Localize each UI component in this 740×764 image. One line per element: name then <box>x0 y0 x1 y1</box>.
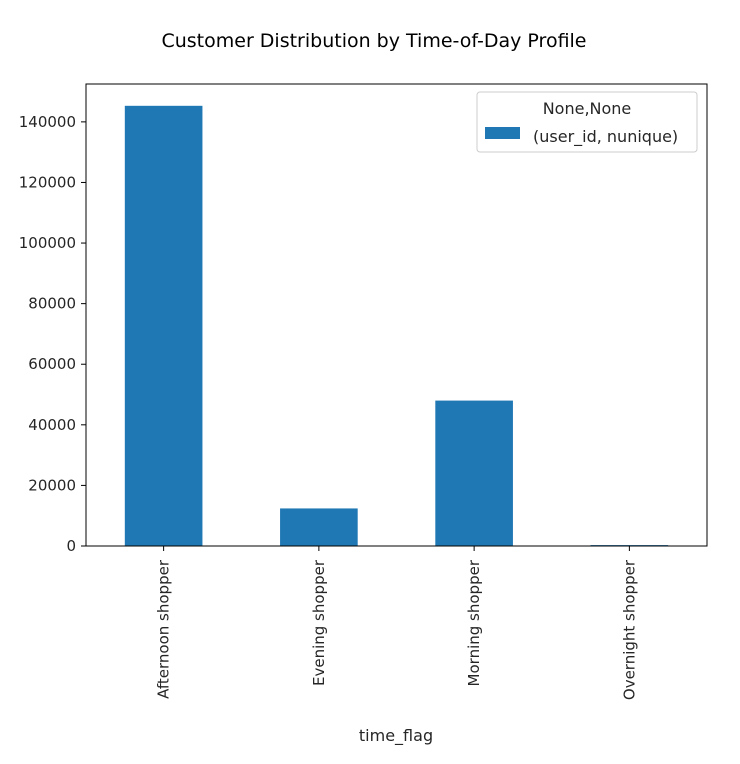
x-axis: Afternoon shopper Evening shopper Morning … <box>155 546 638 700</box>
bars-group <box>124 105 669 546</box>
y-tick-label: 100000 <box>19 234 76 252</box>
bar-1 <box>280 508 358 546</box>
y-tick-label: 80000 <box>28 295 76 313</box>
legend: None,None (user_id, nunique) <box>476 91 698 153</box>
legend-entry-label: (user_id, nunique) <box>533 127 678 147</box>
x-tick-label: Afternoon shopper <box>155 559 173 699</box>
y-tick-label: 60000 <box>28 355 76 373</box>
x-tick-label: Overnight shopper <box>620 559 638 700</box>
y-axis: 0 20000 40000 60000 80000 100000 120000 140000 <box>19 113 86 555</box>
y-tick-label: 140000 <box>19 113 76 131</box>
x-tick-label: Evening shopper <box>310 559 328 686</box>
y-tick-label: 0 <box>66 537 76 555</box>
y-tick-label: 120000 <box>19 173 76 191</box>
bar-0 <box>124 105 203 546</box>
y-tick-label: 40000 <box>28 416 76 434</box>
x-tick-label: Morning shopper <box>465 559 483 686</box>
legend-swatch <box>485 127 520 139</box>
y-tick-label: 20000 <box>28 476 76 494</box>
legend-box <box>476 91 698 153</box>
plot-frame <box>85 83 708 547</box>
bar-2 <box>435 400 513 546</box>
x-axis-label: time_flag <box>359 726 433 746</box>
legend-title: None,None <box>543 99 632 118</box>
chart-title: Customer Distribution by Time-of-Day Pro… <box>161 30 586 52</box>
